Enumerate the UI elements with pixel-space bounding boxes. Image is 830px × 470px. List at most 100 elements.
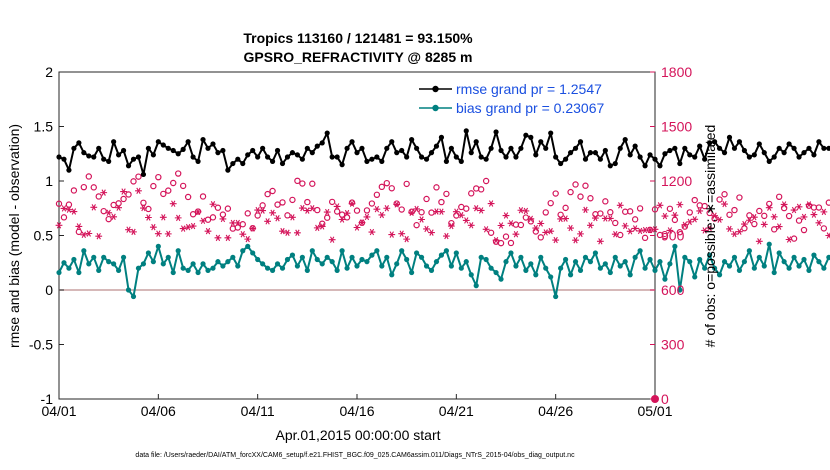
rmse-point <box>766 158 772 164</box>
rmse-point <box>165 145 171 151</box>
bias-point <box>508 250 514 256</box>
bias-point <box>811 252 817 258</box>
rmse-point <box>687 152 693 158</box>
bias-point <box>404 256 410 263</box>
assimilated-count-marker <box>562 215 569 222</box>
rmse-point <box>349 139 355 145</box>
rmse-point <box>682 145 688 151</box>
bias-point <box>309 248 315 254</box>
possible-count-marker <box>671 216 679 224</box>
rmse-point <box>404 154 410 160</box>
rmse-point <box>175 151 181 157</box>
assimilated-count-marker <box>606 215 614 222</box>
rmse-point <box>826 145 830 151</box>
rmse-point <box>125 163 132 169</box>
rmse-point <box>170 147 176 154</box>
bias-point <box>230 254 236 260</box>
bias-point <box>776 250 782 256</box>
bias-point <box>155 243 161 249</box>
rmse-point <box>91 154 97 160</box>
bias-point <box>140 261 147 267</box>
possible-count-marker <box>160 190 167 198</box>
rmse-point <box>632 143 638 149</box>
possible-count-marker <box>254 212 261 219</box>
possible-count-marker <box>209 214 217 221</box>
obs-count-markers <box>55 170 830 247</box>
possible-count-marker <box>597 210 604 217</box>
assimilated-count-marker <box>85 230 93 237</box>
possible-count-marker <box>517 221 525 229</box>
possible-count-marker <box>691 196 698 204</box>
assimilated-count-marker <box>308 205 316 212</box>
rmse-point <box>195 158 201 164</box>
possible-count-marker <box>393 200 400 207</box>
bias-point <box>493 269 499 276</box>
possible-count-marker <box>547 199 554 207</box>
possible-count-marker <box>274 201 281 208</box>
rmse-point <box>587 150 594 156</box>
assimilated-count-marker <box>189 222 197 230</box>
rmse-point <box>230 160 236 167</box>
bias-point <box>215 259 221 265</box>
rmse-point <box>582 156 589 162</box>
bias-point <box>145 250 151 256</box>
bias-point <box>374 248 380 254</box>
assimilated-count-marker <box>100 189 108 196</box>
assimilated-count-marker <box>105 209 113 217</box>
assimilated-count-marker <box>472 205 480 212</box>
possible-count-marker <box>507 239 515 247</box>
x-tick-label: 04/21 <box>439 403 474 419</box>
left-axis: -1 -0.5 0 0.5 1 1.5 2 <box>29 64 64 407</box>
rmse-point <box>503 154 509 160</box>
possible-count-marker <box>80 183 88 191</box>
rmse-point <box>672 145 678 151</box>
possible-count-marker <box>140 199 147 206</box>
rmse-point <box>622 136 628 143</box>
assimilated-count-marker <box>209 201 217 208</box>
rmse-point <box>791 145 797 151</box>
rmse-point <box>577 139 584 145</box>
possible-count-marker <box>557 211 564 218</box>
rmse-point <box>96 145 102 151</box>
bias-point <box>150 259 156 265</box>
assimilated-count-marker <box>452 208 460 215</box>
possible-count-marker <box>328 198 336 206</box>
assimilated-count-marker <box>219 215 227 223</box>
assimilated-count-marker <box>805 201 813 208</box>
assimilated-count-marker <box>204 227 212 235</box>
bias-point <box>746 248 752 254</box>
bias-point <box>483 256 489 263</box>
left-tick-label: 2 <box>45 64 53 80</box>
rmse-point <box>369 156 375 162</box>
bias-point <box>190 261 196 267</box>
possible-count-marker <box>259 202 266 209</box>
assimilated-count-marker <box>577 230 584 238</box>
rmse-point <box>364 158 370 164</box>
rmse-point <box>548 130 554 136</box>
possible-count-marker <box>75 228 83 236</box>
possible-count-marker <box>418 209 425 216</box>
data-file-footnote: data file: /Users/raeder/DAI/ATM_forcXX/… <box>135 452 575 459</box>
bias-point <box>572 259 579 265</box>
right-tick-label: 0 <box>661 391 669 407</box>
rmse-point <box>334 154 340 160</box>
right-axis-zero-marker <box>651 395 659 403</box>
assimilated-count-marker <box>616 202 624 209</box>
rmse-point <box>806 145 812 151</box>
possible-count-marker <box>294 177 301 185</box>
bias-point <box>826 254 830 260</box>
rmse-point <box>483 156 489 162</box>
assimilated-count-marker <box>582 206 589 214</box>
assimilated-count-marker <box>418 216 425 223</box>
rmse-point <box>140 171 147 178</box>
rmse-point <box>180 146 186 152</box>
possible-count-marker <box>820 225 828 232</box>
rmse-point <box>448 145 454 151</box>
possible-count-marker <box>428 209 435 216</box>
right-axis: 0 300 600 900 1200 1500 1800 <box>650 64 692 407</box>
assimilated-count-marker <box>179 225 187 232</box>
x-axis: 04/01 04/06 04/11 04/16 04/21 04/26 05/01 <box>41 394 673 419</box>
assimilated-count-marker <box>462 217 470 224</box>
rmse-point <box>155 139 161 145</box>
